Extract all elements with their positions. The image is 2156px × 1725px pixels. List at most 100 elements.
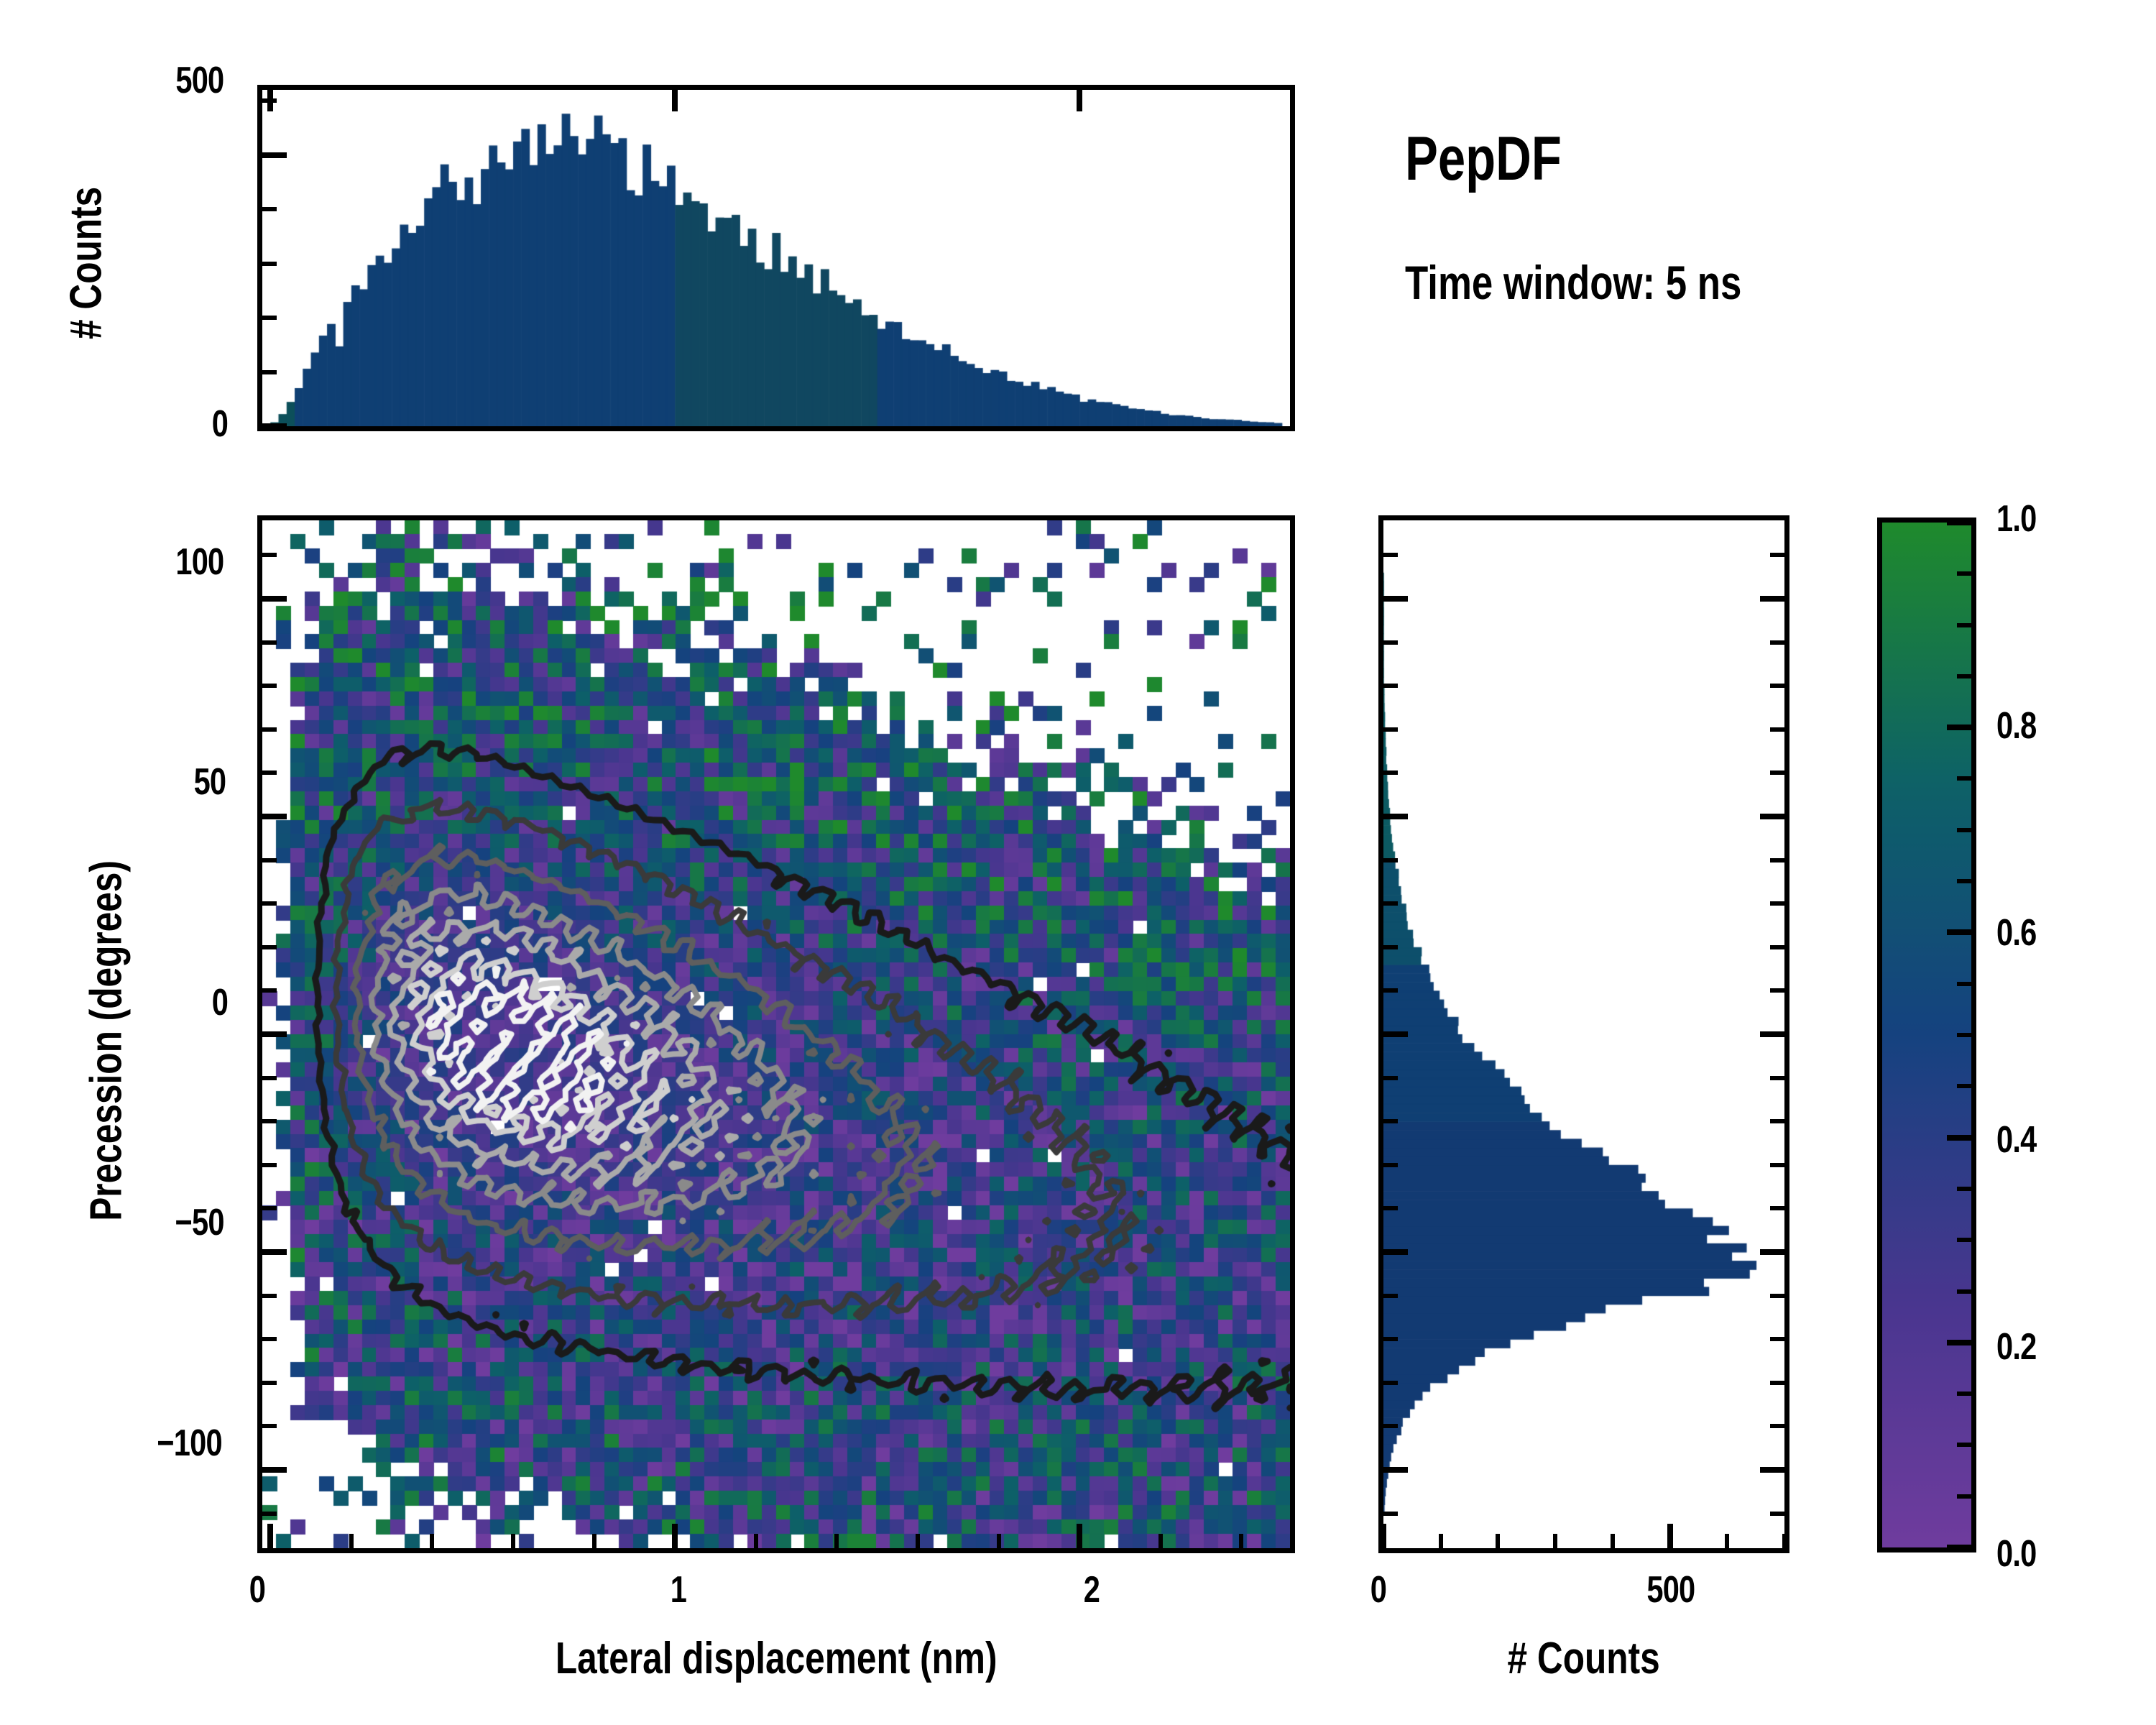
righthist-ytick-right-2 [1760, 1031, 1784, 1037]
righthist-ytick-right-minor [1770, 1381, 1784, 1385]
righthist-ytick-right-minor [1770, 1294, 1784, 1298]
main-ytick-minor [262, 553, 277, 557]
main-ytick-minor [262, 901, 277, 906]
righthist-ytick-minor [1383, 1294, 1398, 1298]
top-hist-ylabel: # Counts [61, 186, 111, 339]
main-heatmap-canvas [262, 520, 1290, 1548]
colorbar-tick-major-3 [1947, 1135, 1971, 1141]
main-ytick-major-4 [262, 1467, 287, 1473]
righthist-ytick-right-4 [1760, 1467, 1784, 1473]
main-xtick-minor [511, 1534, 515, 1548]
tophist-ytick-minor [262, 262, 277, 266]
righthist-ytick-right-minor [1770, 1512, 1784, 1516]
main-xtick-minor [430, 1534, 434, 1548]
colorbar-tick-minor [1957, 571, 1971, 576]
main-ytick-minor [262, 684, 277, 688]
righthist-xtick-minor [1782, 1534, 1787, 1548]
righthist-ytick-minor [1383, 727, 1398, 732]
colorbar-tick-1-0: 1.0 [1996, 498, 2037, 540]
righthist-ytick-minor [1383, 1424, 1398, 1428]
righthist-ytick-right-minor [1770, 1337, 1784, 1341]
main-heatmap-panel [257, 515, 1295, 1553]
colorbar-tick-minor [1957, 1494, 1971, 1499]
main-xtick-0: 0 [249, 1569, 266, 1611]
colorbar-tick-major-5 [1947, 1545, 1971, 1550]
righthist-ytick-right-minor [1770, 770, 1784, 775]
righthist-ytick-minor [1383, 1337, 1398, 1341]
righthist-xtick-minor [1553, 1534, 1557, 1548]
colorbar-tick-0-6: 0.6 [1996, 912, 2037, 954]
main-xtick-major-2 [1077, 1524, 1082, 1548]
main-xtick-1: 1 [670, 1569, 687, 1611]
main-xtick-minor [1239, 1534, 1243, 1548]
righthist-ytick-minor [1383, 684, 1398, 688]
tophist-ytick-minor [262, 207, 277, 211]
main-ylabel: Precession (degrees) [81, 860, 132, 1221]
colorbar-tick-0-4: 0.4 [1996, 1119, 2037, 1161]
righthist-ytick-right-minor [1770, 1119, 1784, 1123]
main-xtick-minor [592, 1534, 596, 1548]
main-ytick-minor [262, 945, 277, 949]
colorbar-tick-minor [1957, 623, 1971, 627]
main-ytick-major-3 [262, 1249, 287, 1255]
main-ytick-0: 0 [211, 982, 229, 1024]
righthist-ytick-right-minor [1770, 1206, 1784, 1210]
main-ytick-minor [262, 1512, 277, 1516]
main-ytick-100: 100 [175, 541, 225, 583]
righthist-xtick-minor [1439, 1534, 1443, 1548]
righthist-ytick-right-3 [1760, 1249, 1784, 1255]
main-ytick-minor [262, 727, 277, 732]
colorbar-tick-major-2 [1947, 929, 1971, 935]
righthist-ytick-right-0 [1760, 596, 1784, 602]
righthist-ytick-minor [1383, 901, 1398, 906]
main-ytick-minor [262, 858, 277, 862]
right-hist-xtick-500: 500 [1646, 1569, 1695, 1611]
main-ytick-minor [262, 1206, 277, 1210]
righthist-ytick-minor [1383, 640, 1398, 645]
main-ytick-minor [262, 988, 277, 993]
main-ytick-50: 50 [193, 761, 226, 803]
righthist-ytick-right-minor [1770, 988, 1784, 993]
righthist-ytick-minor [1383, 1512, 1398, 1516]
colorbar-tick-minor [1957, 1187, 1971, 1191]
colorbar-tick-minor [1957, 1084, 1971, 1088]
righthist-ytick-minor [1383, 770, 1398, 775]
main-xlabel: Lateral displacement (nm) [555, 1634, 998, 1683]
figure-title: PepDF [1405, 124, 1562, 193]
right-histogram-canvas [1383, 520, 1784, 1548]
main-ytick-minor [262, 770, 277, 775]
tophist-ytick-minor [262, 316, 277, 320]
colorbar-tick-0-2: 0.2 [1996, 1326, 2037, 1368]
righthist-ytick-minor [1383, 988, 1398, 993]
righthist-xtick-minor [1496, 1534, 1500, 1548]
top-histogram-canvas [262, 90, 1290, 426]
righthist-ytick-minor [1383, 1381, 1398, 1385]
righthist-xtick-major-1 [1667, 1524, 1673, 1548]
colorbar-tick-minor [1957, 1443, 1971, 1447]
main-ytick-minor [262, 1424, 277, 1428]
colorbar-gradient [1882, 523, 1971, 1547]
top-hist-ytick-500: 500 [175, 60, 225, 101]
main-ytick-minor [262, 640, 277, 645]
colorbar-tick-minor [1957, 674, 1971, 678]
main-ytick-minor [262, 1381, 277, 1385]
colorbar-tick-minor [1957, 1289, 1971, 1294]
righthist-xtick-minor [1725, 1534, 1729, 1548]
colorbar-tick-major-0 [1947, 520, 1971, 525]
main-ytick-major-1 [262, 814, 287, 819]
righthist-ytick-right-minor [1770, 858, 1784, 862]
figure-subtitle: Time window: 5 ns [1405, 256, 1742, 309]
righthist-ytick-right-minor [1770, 1163, 1784, 1167]
main-xtick-minor [349, 1534, 354, 1548]
righthist-ytick-minor [1383, 1119, 1398, 1123]
righthist-ytick-minor [1383, 858, 1398, 862]
righthist-ytick-right-minor [1770, 1076, 1784, 1080]
righthist-ytick-right-minor [1770, 684, 1784, 688]
righthist-ytick-minor [1383, 553, 1398, 557]
main-ytick-neg50: −50 [175, 1202, 224, 1243]
main-xtick-minor [1158, 1534, 1163, 1548]
colorbar-tick-minor [1957, 776, 1971, 781]
main-ytick-minor [262, 1076, 277, 1080]
righthist-ytick-major-1 [1383, 814, 1408, 819]
